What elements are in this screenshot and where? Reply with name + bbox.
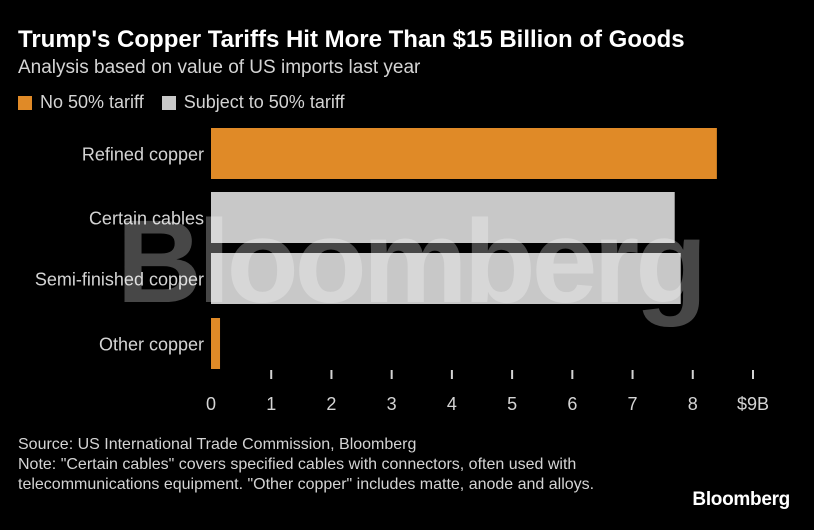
bar-other-copper bbox=[211, 318, 221, 369]
bar-semi-finished-copper bbox=[211, 253, 681, 304]
x-tick-label: 0 bbox=[206, 394, 216, 414]
x-tick-label: 8 bbox=[688, 394, 698, 414]
chart-title: Trump's Copper Tariffs Hit More Than $15… bbox=[18, 26, 685, 53]
legend-label-no-tariff: No 50% tariff bbox=[40, 92, 144, 112]
footnote: Note: "Certain cables" covers specified … bbox=[18, 456, 595, 493]
legend: No 50% tariff Subject to 50% tariff bbox=[18, 92, 363, 113]
x-tick-label: $9B bbox=[737, 394, 769, 414]
chart-subtitle: Analysis based on value of US imports la… bbox=[18, 57, 421, 78]
x-tick-label: 3 bbox=[387, 394, 397, 414]
bloomberg-logo: Bloomberg bbox=[692, 489, 790, 510]
watermark: Bloomberg bbox=[117, 196, 704, 328]
x-tick-label: 1 bbox=[266, 394, 276, 414]
x-tick-label: 7 bbox=[628, 394, 638, 414]
legend-label-subject-tariff: Subject to 50% tariff bbox=[183, 92, 345, 112]
legend-swatch-no-tariff bbox=[18, 95, 32, 110]
bar-refined-copper bbox=[211, 128, 717, 179]
bar-chart: Refined copper Certain cables Semi-finishe… bbox=[35, 128, 769, 414]
x-tick-label: 6 bbox=[567, 394, 577, 414]
category-label: Semi-finished copper bbox=[35, 270, 204, 290]
x-tick-label: 4 bbox=[447, 394, 457, 414]
category-label: Certain cables bbox=[89, 209, 204, 229]
category-label: Refined copper bbox=[82, 145, 204, 165]
legend-item-subject-tariff: Subject to 50% tariff bbox=[161, 92, 345, 113]
bar-certain-cables bbox=[211, 192, 675, 243]
legend-swatch-subject-tariff bbox=[161, 95, 176, 110]
x-tick-label: 5 bbox=[507, 394, 517, 414]
source-note: Source: US International Trade Commissio… bbox=[18, 436, 417, 453]
category-label: Other copper bbox=[99, 335, 204, 355]
footer: Source: US International Trade Commissio… bbox=[18, 435, 658, 495]
legend-item-no-tariff: No 50% tariff bbox=[18, 92, 144, 113]
x-tick-label: 2 bbox=[326, 394, 336, 414]
